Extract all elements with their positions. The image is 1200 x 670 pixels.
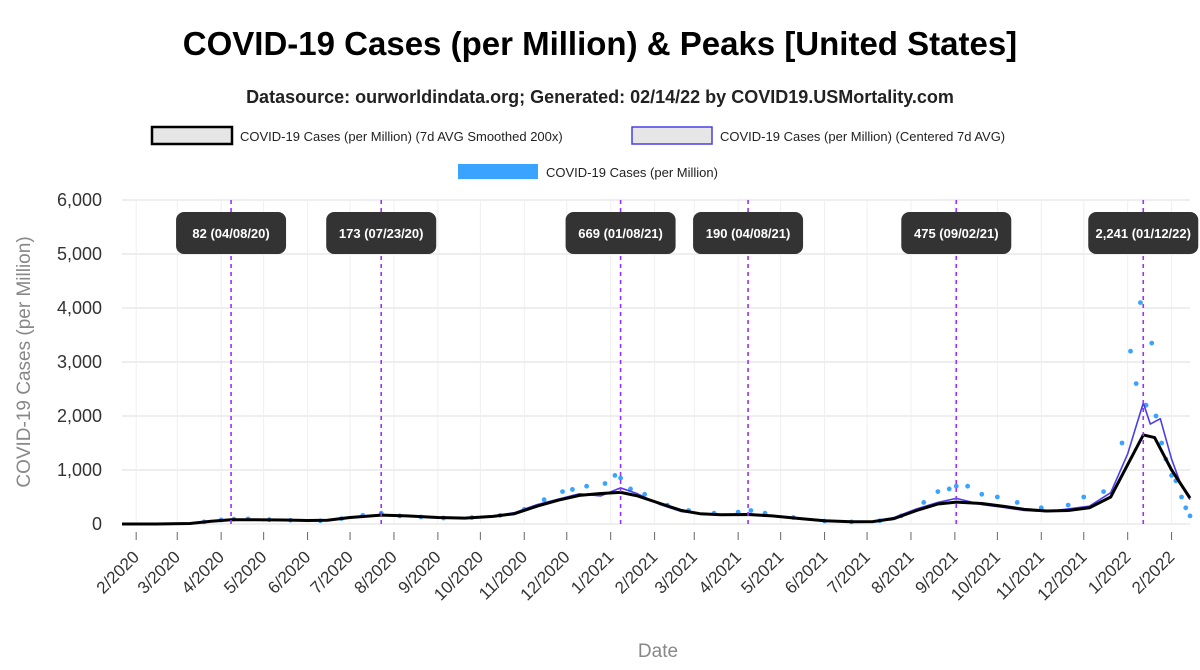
y-tick-label: 6,000	[57, 190, 102, 210]
legend-swatch-smoothed	[150, 125, 234, 146]
chart-title: COVID-19 Cases (per Million) & Peaks [Un…	[183, 25, 1017, 62]
peak-label-box	[176, 212, 287, 254]
data-point	[1149, 340, 1155, 346]
y-tick-label: 2,000	[57, 406, 102, 426]
series-layer	[122, 300, 1193, 526]
legend-label-smoothed: COVID-19 Cases (per Million) (7d AVG Smo…	[240, 129, 563, 144]
peak-label: 190 (04/08/21)	[706, 226, 791, 241]
peak-label: 2,241 (01/12/22)	[1096, 226, 1191, 241]
y-axis-label: COVID-19 Cases (per Million)	[14, 236, 35, 487]
peak-label-box	[326, 212, 437, 254]
data-point	[1179, 494, 1184, 500]
data-point	[935, 489, 941, 494]
data-point	[612, 473, 618, 478]
legend-swatch-centered	[631, 126, 713, 145]
data-point	[953, 483, 959, 489]
legend-label-raw: COVID-19 Cases (per Million)	[546, 165, 718, 180]
data-point	[1119, 440, 1125, 446]
data-point	[560, 489, 565, 494]
data-point	[1128, 348, 1133, 354]
peaks-layer: 82 (04/08/20) 173 (07/23/20) 669 (01/08/21…	[176, 200, 1199, 524]
legend-swatch-raw	[458, 164, 538, 179]
peak-label-box	[693, 212, 804, 254]
data-point	[570, 487, 575, 492]
data-point	[1065, 502, 1071, 508]
y-tick-label: 0	[92, 514, 102, 534]
y-tick-label: 4,000	[57, 298, 102, 318]
data-point	[994, 494, 1000, 500]
legend-label-centered: COVID-19 Cases (per Million) (Centered 7…	[720, 129, 1005, 144]
x-axis-label: Date	[638, 641, 678, 662]
y-tick-label: 5,000	[57, 244, 102, 264]
y-tick-label: 1,000	[57, 460, 102, 480]
data-point	[1014, 500, 1020, 505]
data-point	[979, 491, 985, 497]
data-point	[1187, 513, 1193, 519]
data-point	[584, 483, 589, 489]
series-smoothed-line	[122, 433, 1192, 526]
data-point	[965, 483, 971, 489]
data-point	[1081, 494, 1087, 500]
data-point	[1153, 413, 1159, 419]
y-axis: 0 1,000 2,000 3,000 4,000 5,000 6,000	[57, 190, 102, 534]
data-point	[748, 508, 754, 513]
data-point	[1101, 489, 1106, 494]
chart-subtitle: Datasource: ourworldindata.org; Generate…	[246, 87, 954, 107]
peak-label-box	[1088, 212, 1199, 254]
data-point	[618, 475, 623, 481]
legend: COVID-19 Cases (per Million) (7d AVG Smo…	[150, 125, 1005, 180]
peak-label: 475 (09/02/21)	[914, 226, 999, 241]
data-point	[541, 497, 547, 503]
data-point	[602, 481, 608, 486]
data-point	[1159, 440, 1165, 446]
peak-label-box	[565, 212, 676, 254]
peak-label: 173 (07/23/20)	[339, 226, 424, 241]
data-point	[1138, 300, 1143, 305]
data-point	[1038, 505, 1044, 511]
peak-label: 669 (01/08/21)	[578, 226, 663, 241]
data-point	[642, 491, 648, 497]
peak-label: 82 (04/08/20)	[192, 226, 269, 241]
y-tick-label: 3,000	[57, 352, 102, 372]
data-point	[946, 486, 952, 492]
data-point	[1183, 505, 1189, 511]
data-point	[921, 500, 927, 505]
peak-label-box	[901, 212, 1012, 254]
data-point	[1133, 381, 1139, 386]
